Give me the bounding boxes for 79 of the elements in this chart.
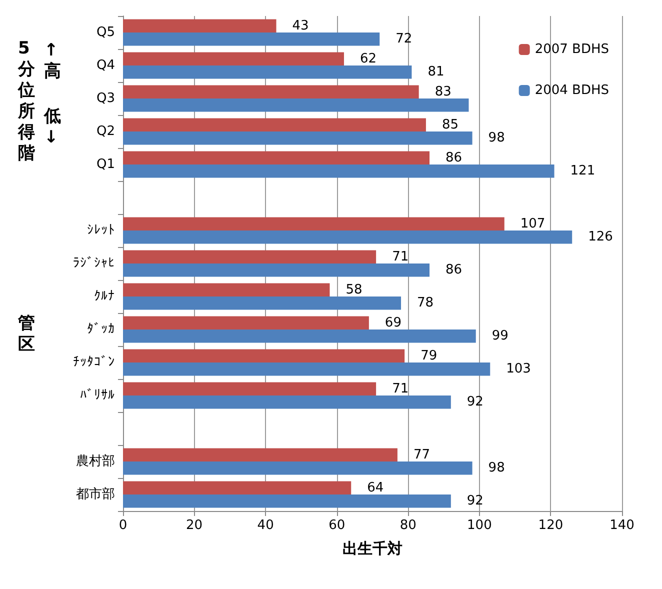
y-tick-label: ﾊﾞﾘｻﾙ — [80, 388, 115, 403]
data-label: 103 — [506, 362, 531, 377]
bar — [123, 32, 380, 46]
text: 管区 — [17, 314, 35, 354]
bar — [123, 362, 490, 376]
x-tick-label: 40 — [257, 518, 274, 533]
data-label: 43 — [292, 18, 309, 34]
data-label: 58 — [346, 282, 362, 298]
bar — [123, 382, 376, 396]
data-label: 86 — [446, 262, 462, 278]
bar — [123, 330, 476, 343]
data-label: 121 — [570, 164, 596, 179]
data-label: 99 — [492, 328, 508, 344]
data-label: 85 — [442, 117, 459, 132]
bar — [123, 264, 430, 277]
legend-label: 2007 BDHS — [534, 42, 610, 57]
y-tick-label: ｸﾙﾅ — [94, 289, 115, 304]
bar — [123, 283, 330, 296]
bar — [123, 230, 572, 244]
y-tick-label: 農村部 — [76, 454, 115, 469]
bar — [123, 296, 402, 310]
bar — [123, 66, 412, 79]
y-tick-label: ﾁｯﾀｺﾞﾝ — [73, 355, 115, 370]
y-tick-label: Q5 — [96, 25, 115, 40]
data-label: 98 — [488, 130, 505, 146]
bar — [123, 217, 504, 230]
data-label: 126 — [588, 230, 613, 245]
data-label: 71 — [392, 381, 409, 396]
bar — [123, 85, 419, 98]
text: 低↓ — [43, 106, 61, 148]
data-label: 77 — [413, 447, 430, 462]
data-label: 62 — [360, 51, 377, 66]
bar — [123, 98, 469, 112]
bar — [123, 494, 451, 508]
bar — [123, 250, 376, 264]
data-label: 83 — [434, 84, 452, 100]
bar — [123, 396, 451, 409]
bar — [123, 19, 276, 32]
bar — [123, 118, 426, 132]
y-tick-label: Q3 — [96, 91, 115, 106]
data-label: 107 — [520, 216, 546, 232]
data-label: 78 — [417, 296, 434, 311]
y-tick-label: 都市部 — [76, 487, 115, 502]
data-label: 71 — [392, 249, 409, 264]
bar — [123, 462, 472, 475]
bar — [123, 132, 472, 145]
data-label: 64 — [367, 480, 384, 496]
data-label: 81 — [428, 64, 444, 80]
y-tick-label: ﾀﾞｯｶ — [87, 322, 115, 337]
x-tick-label: 20 — [186, 518, 203, 533]
x-axis-title: 出生千対 — [342, 540, 402, 558]
x-tick-label: 0 — [118, 518, 128, 533]
text: 5分位所得階 — [17, 38, 36, 164]
y-tick-label: ｼﾚｯﾄ — [87, 223, 115, 238]
data-label: 86 — [446, 150, 462, 166]
y-tick-label: Q2 — [96, 124, 115, 139]
y-tick-label: Q4 — [96, 58, 115, 73]
bar — [123, 349, 405, 362]
x-tick-label: 80 — [400, 518, 416, 533]
x-tick-label: 120 — [538, 518, 564, 533]
bar — [123, 481, 352, 494]
x-tick-label: 140 — [610, 518, 634, 533]
x-tick-label: 100 — [467, 518, 492, 533]
data-label: 92 — [466, 494, 484, 509]
data-label: 79 — [420, 348, 438, 364]
bar — [123, 316, 369, 330]
bar — [123, 164, 554, 178]
data-label: 98 — [488, 460, 505, 476]
data-label: 69 — [384, 315, 402, 330]
y-tick-label: Q1 — [96, 157, 115, 172]
legend-label: 2004 BDHS — [534, 83, 610, 98]
x-tick-label: 60 — [328, 518, 346, 533]
y-tick-label: ﾗｼﾞｼｬﾋ — [73, 256, 115, 271]
text: ↑高 — [44, 40, 61, 82]
bar — [123, 151, 430, 164]
data-label: 72 — [396, 32, 412, 47]
bar — [123, 52, 344, 66]
data-label: 92 — [466, 394, 484, 410]
bar — [123, 448, 398, 462]
